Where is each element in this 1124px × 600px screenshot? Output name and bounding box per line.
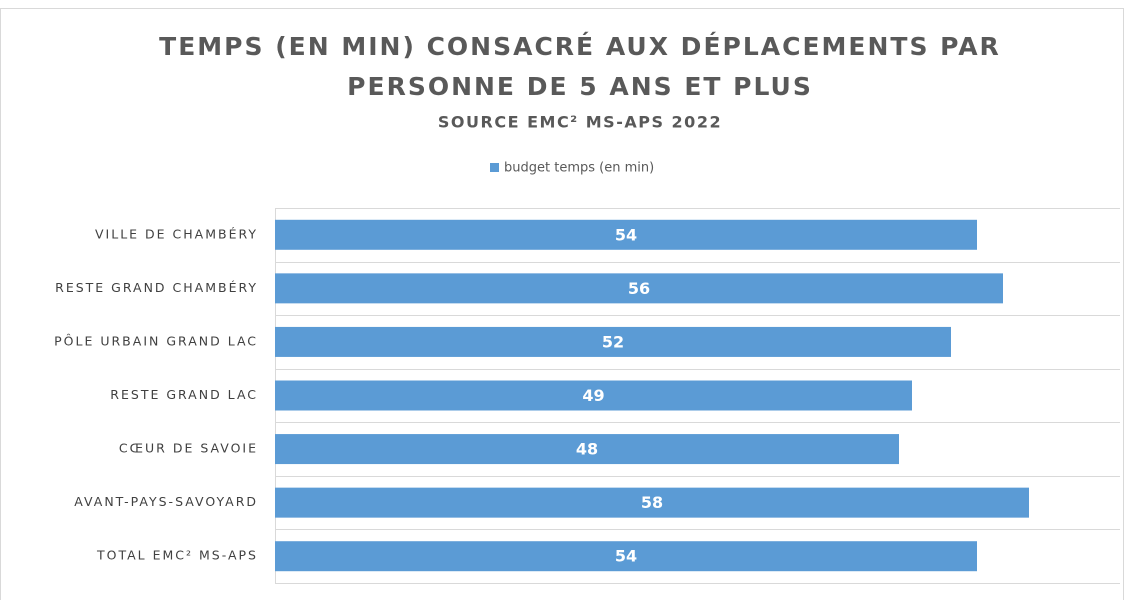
y-tick-label: AVANT-PAYS-SAVOYARD: [74, 494, 258, 509]
bar: [275, 487, 1029, 518]
value-label: 52: [602, 332, 624, 351]
value-label: 54: [615, 225, 637, 244]
y-tick-label: TOTAL EMC² MS-APS: [96, 548, 258, 563]
value-label: 56: [628, 279, 650, 298]
chart-title: TEMPS (EN MIN) CONSACRÉ AUX DÉPLACEMENTS…: [159, 32, 1001, 61]
legend-swatch: [490, 163, 499, 172]
bar: [275, 541, 977, 572]
bar: [275, 380, 912, 411]
y-tick-label: PÔLE URBAIN GRAND LAC: [54, 333, 258, 348]
y-tick-label: VILLE DE CHAMBÉRY: [95, 226, 258, 241]
bar: [275, 219, 977, 250]
value-label: 49: [582, 386, 604, 405]
chart-title: PERSONNE DE 5 ANS ET PLUS: [347, 72, 813, 101]
chart-subtitle: SOURCE EMC² MS-APS 2022: [438, 113, 722, 132]
value-label: 48: [576, 440, 598, 459]
y-tick-label: CŒUR DE SAVOIE: [119, 441, 258, 456]
value-label: 54: [615, 547, 637, 566]
y-tick-label: RESTE GRAND LAC: [110, 387, 258, 402]
bar: [275, 273, 1003, 304]
bar: [275, 434, 899, 465]
y-tick-label: RESTE GRAND CHAMBÉRY: [55, 280, 258, 295]
value-label: 58: [641, 493, 663, 512]
bar: [275, 326, 951, 357]
legend-label: budget temps (en min): [504, 161, 654, 176]
